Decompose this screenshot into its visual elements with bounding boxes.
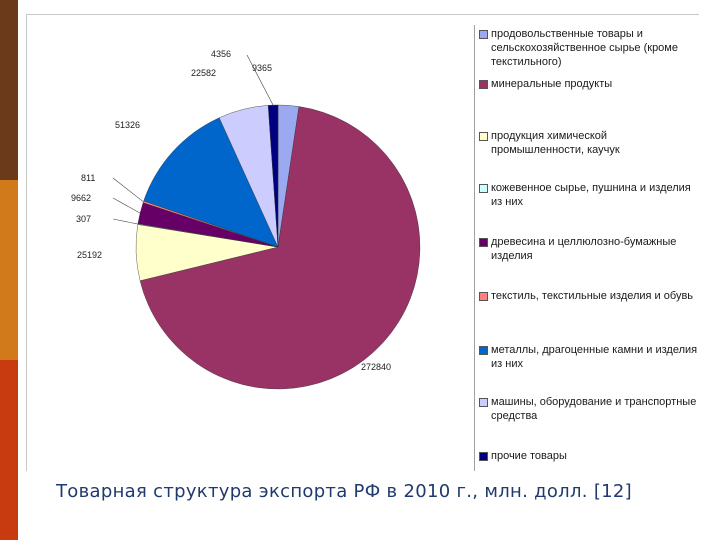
leader-line <box>112 197 141 214</box>
chart-figure: 9365 272840 25192 307 9662 811 51326 22582 4356 … <box>26 14 699 471</box>
legend-item: кожевенное сырье, пушнина и изделия из н… <box>479 181 701 209</box>
side-bar-segment-middle <box>0 180 18 360</box>
legend-item: прочие товары <box>479 449 701 463</box>
pie-chart <box>112 54 421 390</box>
pie-data-label: 9662 <box>71 193 92 203</box>
side-bar-segment-top <box>0 0 18 180</box>
legend-item: текстиль, текстильные изделия и обувь <box>479 289 701 303</box>
legend-label: металлы, драгоценные камни и изделия из … <box>491 344 698 370</box>
legend-item: продовольственные товары и сельскохозяйс… <box>479 27 701 69</box>
legend-swatch <box>479 346 488 355</box>
slide-caption: Товарная структура экспорта РФ в 2010 г.… <box>56 481 632 502</box>
legend-swatch <box>479 30 488 39</box>
side-bar-segment-bottom <box>0 360 18 540</box>
legend-label: прочие товары <box>491 450 567 462</box>
legend-swatch <box>479 238 488 247</box>
legend-swatch <box>479 80 488 89</box>
legend-item: машины, оборудование и транспортные сред… <box>479 395 701 423</box>
legend-label: машины, оборудование и транспортные сред… <box>491 396 697 422</box>
pie-slice <box>143 117 279 248</box>
pie-data-label: 22582 <box>191 68 217 78</box>
legend-swatch <box>479 452 488 461</box>
legend-label: текстиль, текстильные изделия и обувь <box>491 290 694 302</box>
legend-label: продовольственные товары и сельскохозяйс… <box>491 28 678 68</box>
pie-data-label: 272840 <box>361 362 392 372</box>
leader-line <box>246 54 274 106</box>
slide-side-bar <box>0 0 18 540</box>
legend-item: минеральные продукты <box>479 77 701 91</box>
leader-line <box>112 218 138 225</box>
pie-data-label: 307 <box>76 214 92 224</box>
pie-data-label: 51326 <box>115 120 141 130</box>
legend-swatch <box>479 292 488 301</box>
legend-swatch <box>479 132 488 141</box>
pie-slice <box>139 106 421 390</box>
leader-line <box>112 177 144 203</box>
pie-data-label: 4356 <box>211 49 232 59</box>
legend-label: древесина и целлюлозно-бумажные изделия <box>491 236 677 262</box>
pie-data-label: 811 <box>81 173 96 183</box>
chart-legend: продовольственные товары и сельскохозяйс… <box>474 25 705 471</box>
legend-label: минеральные продукты <box>491 78 613 90</box>
legend-item: продукция химической промышленности, кау… <box>479 129 701 157</box>
legend-swatch <box>479 398 488 407</box>
legend-label: продукция химической промышленности, кау… <box>491 130 620 156</box>
pie-data-label: 9365 <box>252 63 273 73</box>
legend-swatch <box>479 184 488 193</box>
legend-item: древесина и целлюлозно-бумажные изделия <box>479 235 701 263</box>
legend-item: металлы, драгоценные камни и изделия из … <box>479 343 701 371</box>
pie-slice <box>267 104 279 248</box>
legend-label: кожевенное сырье, пушнина и изделия из н… <box>491 182 691 208</box>
pie-data-label: 25192 <box>77 250 103 260</box>
